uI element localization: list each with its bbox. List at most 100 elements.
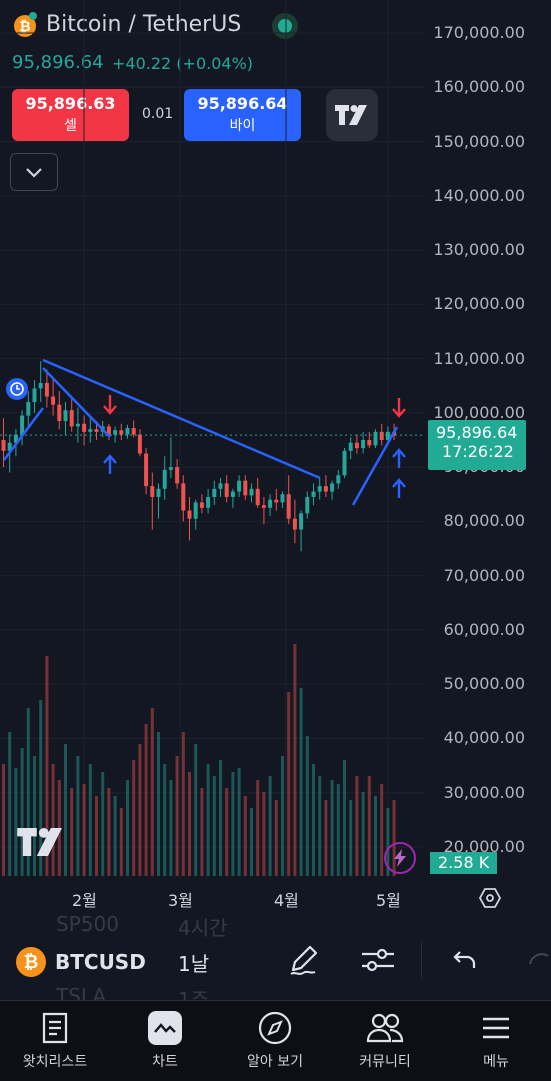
buy-signal-arrow-icon [392, 478, 406, 498]
volume-bar [262, 792, 266, 876]
redo-button[interactable] [528, 952, 551, 976]
spread-value: 0.01 [142, 106, 174, 122]
chart-toolbar: SP500 4시간 ₿ BTCUSD 1날 TSLA 1주 [0, 912, 551, 1000]
nav-explore[interactable]: 알아 보기 [220, 1011, 330, 1071]
undo-button[interactable] [452, 948, 478, 976]
candle-body [44, 383, 49, 397]
price-chart[interactable] [0, 0, 551, 920]
trend-line[interactable] [42, 358, 321, 480]
candle-body [237, 480, 242, 492]
symbol-selector[interactable]: ₿ BTCUSD [16, 946, 149, 978]
candle-body [156, 488, 161, 497]
volume-bar [144, 724, 148, 876]
trend-line[interactable] [351, 426, 399, 506]
volume-bar [268, 776, 272, 876]
candle-body [187, 510, 192, 519]
alert-clock-icon[interactable] [6, 378, 28, 400]
price-axis-label: 170,000.00 [433, 23, 525, 42]
volume-bar [76, 756, 80, 876]
trend-line[interactable] [42, 367, 111, 438]
volume-bar [200, 788, 204, 876]
volume-bar [157, 732, 160, 876]
nav-watchlist-label: 왓치리스트 [22, 1054, 88, 1070]
candle-body [57, 404, 62, 422]
volume-bar [324, 800, 328, 876]
candle-body [69, 410, 74, 427]
collapse-toggle-button[interactable] [10, 153, 58, 191]
volume-bar [206, 764, 210, 876]
countdown-label: 17:26:22 [442, 442, 514, 461]
market-status-icon[interactable] [272, 13, 298, 39]
volume-bar [231, 772, 235, 876]
candle-body [32, 388, 37, 403]
volume-bar [150, 708, 154, 876]
price-axis-label: 160,000.00 [433, 77, 525, 97]
volume-bar [64, 744, 67, 876]
price-axis-label: 130,000.00 [433, 240, 525, 260]
nav-watchlist[interactable]: 왓치리스트 [0, 1011, 110, 1071]
lightning-icon [394, 849, 406, 867]
volume-bar [305, 736, 309, 876]
candle-body [206, 496, 211, 508]
candle-body [361, 440, 366, 449]
candle-body [150, 486, 155, 497]
candle-body [348, 442, 353, 451]
toolbar-divider [421, 942, 422, 978]
volume-bar [281, 756, 284, 876]
candle-body [82, 423, 87, 432]
sell-button[interactable]: 95,896.63 셀 [12, 89, 129, 141]
buy-button[interactable]: 95,896.64 바이 [184, 89, 301, 141]
bitcoin-icon: ₿ [16, 947, 46, 977]
last-price-label: 95,896.64 [436, 423, 518, 442]
volume-bar [14, 768, 18, 876]
candle-body [51, 396, 56, 405]
nav-chart[interactable]: 차트 [110, 1011, 220, 1071]
trend-line[interactable] [3, 407, 44, 461]
time-axis-label: 3월 [168, 891, 193, 910]
indicators-button[interactable] [360, 944, 396, 980]
ghost-symbol-2: TSLA [56, 984, 107, 1000]
volume-bar [212, 776, 216, 876]
volume-bar [169, 780, 173, 876]
nav-community-label: 커뮤니티 [359, 1054, 411, 1070]
interval-selector[interactable]: 1날 [178, 952, 210, 976]
current-price: 95,896.64 [12, 52, 104, 73]
time-axis-label: 5월 [376, 891, 401, 910]
volume-bar [386, 808, 390, 876]
candle-body [131, 428, 136, 435]
price-axis-label: 120,000.00 [433, 294, 525, 314]
price-axis-label: 40,000.00 [443, 728, 525, 748]
candle-body [249, 488, 254, 496]
volume-bar [175, 756, 179, 876]
lightning-button[interactable] [384, 842, 416, 874]
drawing-tool-button[interactable] [286, 942, 322, 982]
nav-community[interactable]: 커뮤니티 [330, 1011, 440, 1071]
tradingview-logo-button[interactable] [326, 89, 378, 141]
price-axis-label: 140,000.00 [433, 185, 525, 205]
settings-hex-button[interactable] [478, 886, 502, 914]
volume-bar [349, 800, 353, 876]
bitcoin-icon: ₿ [14, 15, 36, 37]
volume-bar [256, 780, 260, 876]
volume-bar [39, 700, 43, 876]
time-axis-label: 4월 [274, 891, 299, 910]
volume-bar [293, 644, 297, 876]
nav-menu[interactable]: 메뉴 [441, 1011, 551, 1071]
volume-bar [194, 744, 198, 876]
hexagon-settings-icon [478, 888, 502, 908]
volume-bar [132, 760, 136, 876]
volume-bar [188, 772, 191, 876]
ghost-interval-2: 1주 [178, 988, 210, 1000]
volume-bar [312, 764, 315, 876]
candle-body [305, 496, 310, 514]
sell-signal-arrow-icon [392, 398, 406, 418]
volume-bar [237, 768, 241, 876]
volume-bar [287, 692, 291, 876]
price-change: +40.22 (+0.04%) [112, 54, 254, 73]
volume-bar [250, 808, 253, 876]
candle-body [299, 513, 304, 530]
candle-body [354, 442, 359, 449]
candle-body [330, 483, 335, 492]
candle-body [268, 499, 273, 508]
pen-icon [290, 945, 318, 975]
